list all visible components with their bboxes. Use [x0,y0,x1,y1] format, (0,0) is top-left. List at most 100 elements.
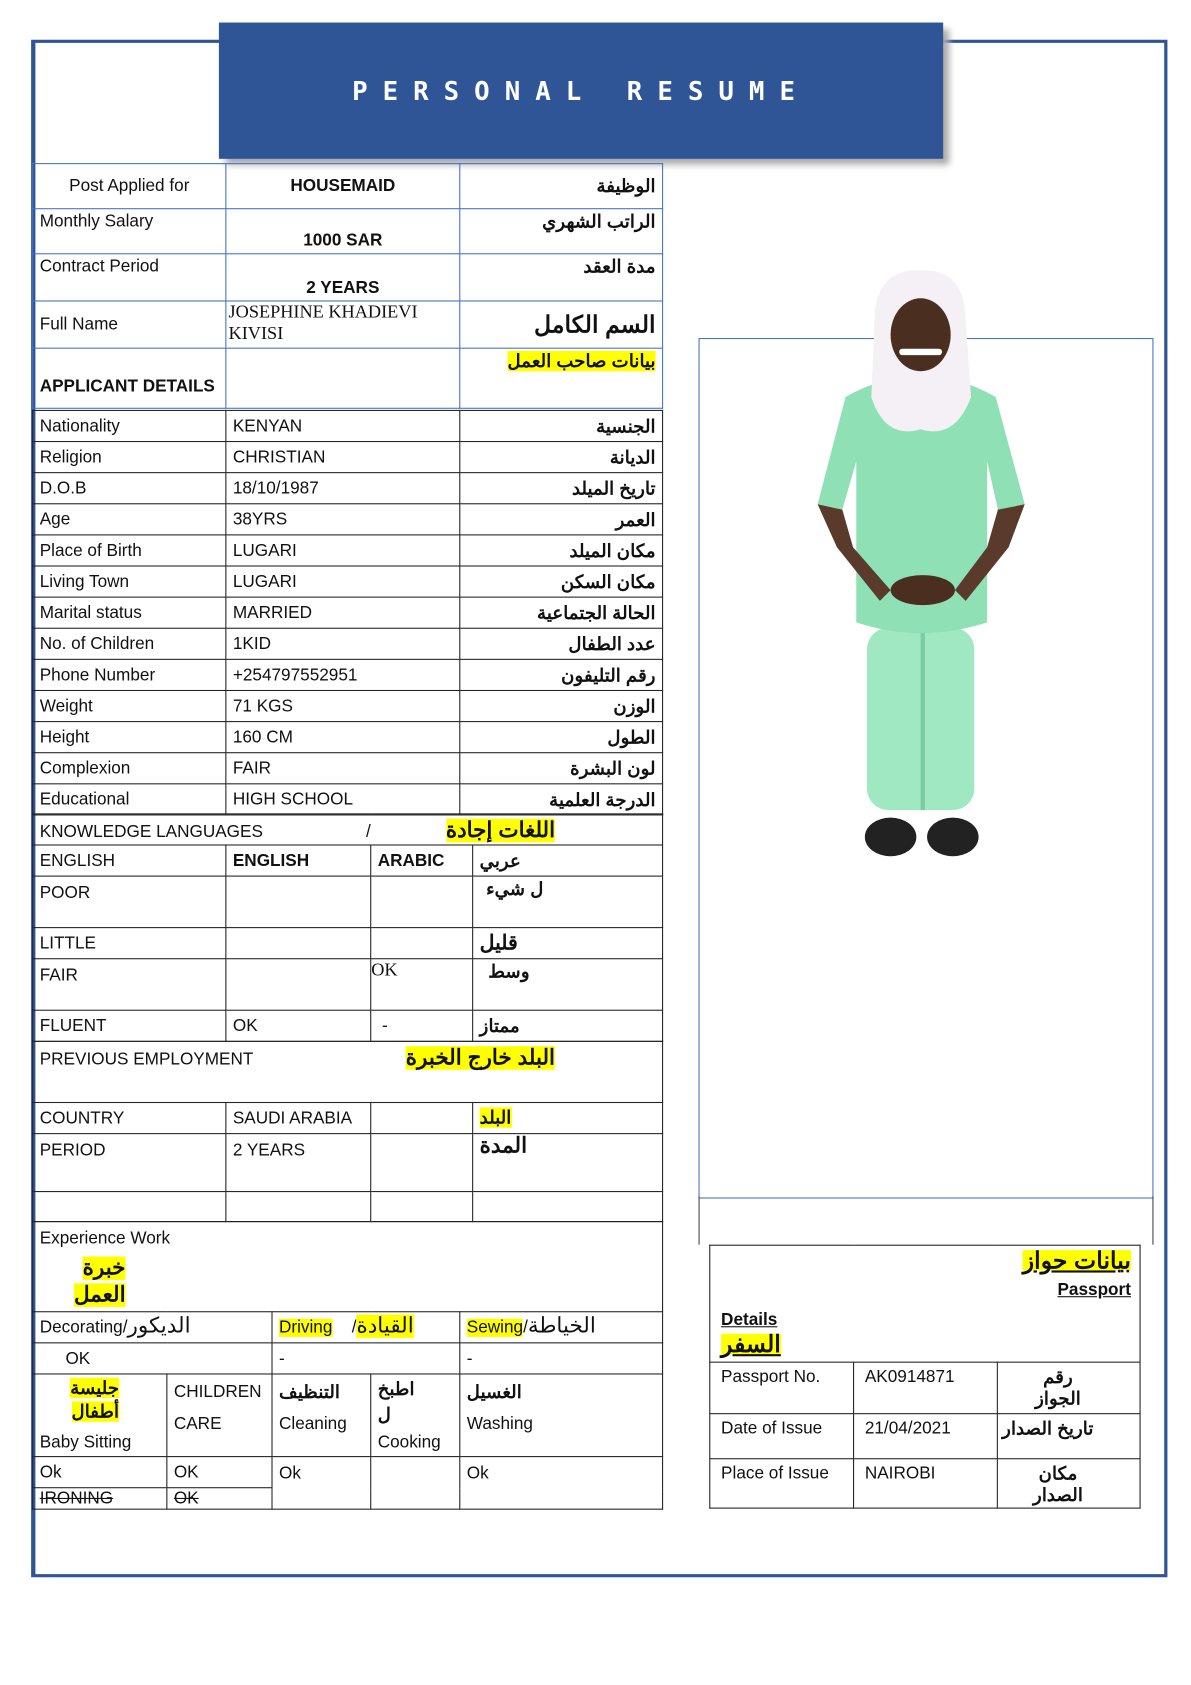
table-row: APPLICANT DETAILS بيانات صاحب العمل [32,347,664,409]
label: Passport No. [709,1361,855,1415]
skill-cleaning-ar: التنظيف [278,1382,340,1403]
skill-cleaning: Cleaning [278,1415,347,1434]
label: Marital status [32,596,227,629]
value: 71 KGS [225,689,461,723]
table-row: Full Name JOSEPHINE KHADIEVI KIVISI السم ا… [32,300,664,349]
section-heading: KNOWLEDGE LANGUAGES [39,822,263,842]
value: AK0914871 [853,1361,998,1415]
level: LITTLE [32,927,227,960]
table-row: بيانات حواز Passport Details السفر [709,1244,1141,1363]
table-row: Living Town LUGARI مكان السكن [32,565,664,598]
level-ar: ل شيء [472,875,664,929]
column-header: ENGLISH [32,844,227,877]
label-ar: مكان الميلد [459,534,664,567]
table-row: Height 160 CM الطول [32,721,664,754]
label: Age [32,503,227,536]
value: 1000 SAR [225,208,461,255]
section-heading-ar: بيانات حواز [1022,1246,1131,1274]
level: FLUENT [32,1009,227,1042]
section-heading: Experience Work [39,1229,171,1248]
table-row: Marital status MARRIED الحالة الجتماعية [32,596,664,629]
value: KENYAN [225,409,461,443]
table-row: Religion CHRISTIAN الديانة [32,441,664,474]
resume-header: PERSONAL RESUME [218,22,944,159]
skill-baby: Baby Sitting [39,1433,132,1452]
skill-care: CARE [173,1415,222,1434]
section-heading-ar: بيانات صاحب العمل [507,350,656,372]
table-row: OK - - [32,1342,664,1375]
skill-driving-ar: القيادة [356,1314,414,1339]
table-row: Place of Birth LUGARI مكان الميلد [32,534,664,567]
table-row: FAIR OK وسط [32,958,664,1011]
label: Place of Birth [32,534,227,567]
table-row: Weight 71 KGS الوزن [32,689,664,723]
details-table: Nationality KENYAN الجنسية Religion CHRISTIA… [32,409,664,816]
level: FAIR [32,958,227,1011]
section-heading: Passport [1057,1281,1131,1300]
table-row: POOR ل شيء [32,875,664,929]
value: HOUSEMAID [225,163,461,210]
label-ar: رقم التليفون [459,658,664,692]
table-row: Date of Issue 21/04/2021 تاريخ الصدار [709,1413,1141,1460]
english [225,927,372,960]
skill-sewing: Sewing [466,1318,524,1337]
value: 2 YEARS [225,1133,372,1193]
table-row: Contract Period 2 YEARS مدة العقد [32,253,664,302]
table-row: LITTLE قليل [32,927,664,960]
value: 21/04/2021 [853,1413,998,1460]
table-row: Educational HIGH SCHOOL الدرجة العلمية [32,783,664,816]
value: LUGARI [225,565,461,598]
label-ar: المدة [472,1133,664,1193]
value: LUGARI [225,534,461,567]
skill-decorating-ar: الديكور [127,1314,191,1339]
label-ar: السم الكامل [459,300,664,349]
value: Ok [32,1456,168,1489]
table-row: Decorating/الديكور Driving/القيادة Sewin… [32,1311,664,1344]
label-ar: لون البشرة [459,752,664,785]
label-ar: الوزن [459,689,664,723]
table-row: Monthly Salary 1000 SAR الراتب الشهري [32,208,664,255]
table-row: Post Applied for HOUSEMAID الوظيفة [32,163,664,210]
skill-decorating: Decorating/ [39,1318,128,1337]
label-ar: البلد [479,1107,512,1128]
section-heading: PREVIOUS EMPLOYMENT [39,1050,254,1069]
value: 38YRS [225,503,461,536]
section-heading: Details [721,1311,778,1330]
value: 18/10/1987 [225,472,461,505]
skill-washing: Washing [466,1415,533,1434]
label-ar: مدة العقد [459,253,664,302]
value: OK [166,1456,273,1489]
value: MARRIED [225,596,461,629]
table-row: PERIOD 2 YEARS المدة [32,1133,664,1193]
separator: / [365,822,371,842]
table-row: جليسة أطفال Baby Sitting CHILDREN CARE الت… [32,1373,664,1458]
label: Date of Issue [709,1413,855,1460]
english: OK [225,1009,372,1042]
label: Height [32,721,227,754]
value: Ok [271,1456,372,1510]
table-row: ENGLISH ENGLISH ARABIC عربي [32,844,664,877]
level-ar: قليل [472,927,664,960]
label-ar: الطول [459,721,664,754]
label-ar: العمر [459,503,664,536]
label: Full Name [32,300,227,349]
section-heading-ar: السفر [721,1330,781,1358]
value: 1KID [225,627,461,660]
table-row: Age 38YRS العمر [32,503,664,536]
label-ar: الجنسية [459,409,664,443]
value: OK [32,1342,273,1375]
table-row: KNOWLEDGE LANGUAGES / اللغات إجادة [32,813,664,846]
label-ar: تاريخ الصدار [996,1413,1141,1460]
label: Monthly Salary [32,208,227,255]
experience-table: Experience Work خبرة العمل Decorating/الد… [32,1221,664,1510]
skill-washing-ar: الغسيل [466,1382,522,1403]
label: COUNTRY [32,1101,227,1135]
languages-table: KNOWLEDGE LANGUAGES / اللغات إجادة ENGLISH… [32,813,664,1042]
label: Living Town [32,565,227,598]
skill-driving: Driving [278,1318,333,1337]
arabic [370,927,474,960]
level-ar: ممتاز [472,1009,664,1042]
section-heading-ar: اللغات إجادة [445,818,556,843]
label: D.O.B [32,472,227,505]
